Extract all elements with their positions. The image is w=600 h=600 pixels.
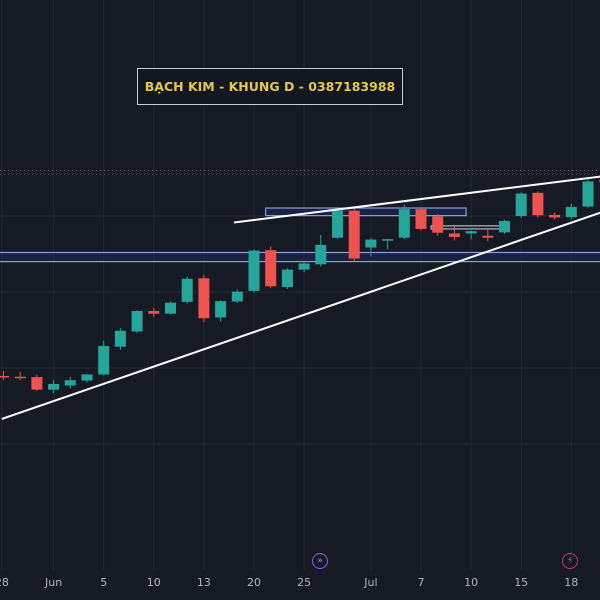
candle-body (265, 250, 277, 287)
bolt-icon[interactable]: ⚡ (562, 553, 578, 569)
x-axis-tick-label: 18 (564, 576, 578, 589)
candle-body (14, 376, 26, 379)
price-zone-rect[interactable] (0, 251, 600, 263)
candle (398, 204, 410, 240)
candle (265, 246, 277, 289)
candle-body (382, 239, 394, 241)
candle-body (281, 269, 293, 288)
x-axis-tick-label: Jun (44, 576, 62, 589)
candle (448, 226, 460, 241)
candle-body (165, 302, 176, 314)
candle-body (315, 244, 327, 265)
candle-body (582, 181, 594, 207)
watermark-label[interactable]: BẠCH KIM - KHUNG D - 0387183988 (137, 68, 403, 105)
candle (148, 307, 160, 317)
candle-body (465, 231, 477, 234)
watermark-text: BẠCH KIM - KHUNG D - 0387183988 (144, 79, 396, 94)
trendline[interactable] (233, 172, 600, 224)
candle-body (148, 311, 160, 314)
candle (348, 208, 360, 262)
candle (131, 310, 143, 334)
candle (31, 374, 43, 391)
candle-body (432, 216, 444, 233)
x-axis-tick-label: 28 (0, 576, 9, 589)
candle (281, 268, 293, 289)
x-axis-tick-label: 15 (514, 576, 528, 589)
candle (565, 203, 577, 220)
x-axis-tick-label: Jul (363, 576, 377, 589)
candle-body (31, 377, 43, 390)
candle-body (198, 278, 210, 319)
candle-body (499, 220, 510, 233)
candle-body (532, 192, 544, 216)
candle (365, 238, 377, 257)
candle-body (415, 209, 427, 229)
candle (231, 289, 243, 304)
candle (215, 300, 227, 322)
candle-body (131, 311, 143, 332)
candle (165, 301, 176, 315)
candle (532, 191, 544, 218)
x-axis-tick-label: 10 (147, 576, 161, 589)
x-axis: 28 Jun 5 10 13 20 25 Jul 7 10 15 18 (0, 576, 578, 589)
candle-body (398, 209, 410, 238)
candle-body (448, 233, 460, 237)
x-axis-tick-label: 20 (247, 576, 261, 589)
x-axis-tick-label: 25 (297, 576, 311, 589)
candle (332, 209, 343, 239)
candle (465, 230, 477, 240)
candle-body (181, 278, 193, 302)
candle-body (565, 206, 577, 218)
double-chevron-icon[interactable]: » (312, 553, 328, 569)
candle (114, 328, 126, 350)
price-zone-rect[interactable] (265, 207, 467, 217)
support-resistance-zones[interactable] (0, 207, 600, 263)
candle-body (64, 380, 76, 386)
candle-body (231, 291, 243, 302)
candle (0, 371, 9, 380)
reference-lines (0, 169, 600, 175)
candle (14, 371, 26, 381)
candle-body (332, 210, 343, 238)
candle (549, 212, 561, 220)
candle (64, 377, 76, 389)
candle-body (81, 374, 93, 381)
x-axis-tick-label: 13 (197, 576, 211, 589)
candle (432, 214, 444, 236)
candle (298, 261, 310, 273)
candle-body (348, 210, 360, 259)
candle-body (98, 345, 110, 375)
candle (315, 235, 327, 267)
candle (382, 238, 394, 250)
candle-body (248, 250, 260, 291)
trendlines[interactable] (1, 172, 600, 420)
candle-body (549, 214, 561, 218)
x-axis-tick-label: 10 (464, 576, 478, 589)
candles (0, 179, 600, 394)
candle (98, 340, 110, 376)
candle-body (298, 263, 310, 270)
candle-body (515, 193, 527, 216)
x-axis-tick-label: 5 (100, 576, 107, 589)
candle (181, 276, 193, 304)
candle-body (48, 383, 60, 390)
x-axis-tick-label: 7 (418, 576, 425, 589)
candle-body (215, 301, 227, 318)
candle (515, 192, 527, 218)
candle-body (0, 375, 9, 378)
candle-body (365, 239, 377, 248)
candle-body (482, 235, 494, 238)
candle (482, 227, 494, 242)
candle (582, 179, 594, 208)
candle (248, 249, 260, 293)
candle (198, 274, 210, 323)
candle (415, 208, 427, 231)
candle (499, 219, 510, 234)
candle (48, 380, 60, 394)
candle-body (114, 330, 126, 347)
candle (81, 374, 93, 383)
trendline[interactable] (1, 201, 600, 420)
